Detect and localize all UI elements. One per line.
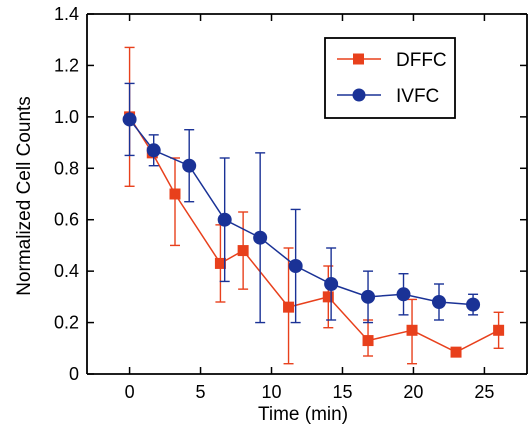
- x-tick-label: 5: [196, 382, 206, 402]
- data-point-dffc: [493, 324, 505, 336]
- data-point-dffc: [450, 346, 462, 358]
- legend-label-dffc: DFFC: [396, 50, 447, 71]
- data-point-ivfc: [466, 297, 481, 312]
- legend: DFFC IVFC: [324, 37, 456, 119]
- data-point-ivfc: [122, 112, 137, 127]
- data-point-ivfc: [146, 143, 161, 158]
- data-point-dffc: [406, 324, 418, 336]
- x-tick-label: 25: [474, 382, 494, 402]
- y-tick-label: 1.0: [54, 107, 79, 127]
- data-point-dffc: [237, 245, 249, 257]
- x-tick-label: 0: [125, 382, 135, 402]
- data-point-ivfc: [288, 259, 303, 273]
- series-ivfc: [122, 82, 481, 324]
- data-point-dffc: [362, 335, 374, 347]
- y-axis-title: Normalized Cell Counts: [14, 96, 35, 296]
- legend-marker-ivfc: [352, 88, 366, 102]
- legend-label-ivfc: IVFC: [396, 86, 439, 107]
- y-tick-label: 1.4: [54, 4, 79, 24]
- y-tick-label: 0.4: [54, 261, 79, 281]
- legend-box: [324, 37, 456, 119]
- x-tick-label: 20: [403, 382, 423, 402]
- error-bar-dffc: [170, 157, 180, 247]
- data-point-ivfc: [182, 158, 197, 173]
- y-tick-label: 0.2: [54, 313, 79, 333]
- series-group: [122, 46, 505, 365]
- data-point-dffc: [283, 301, 295, 313]
- data-point-ivfc: [324, 277, 339, 291]
- y-tick-label: 1.2: [54, 55, 79, 75]
- x-tick-label: 15: [332, 382, 352, 402]
- y-tick-label: 0.8: [54, 158, 79, 178]
- legend-marker-dffc: [353, 53, 364, 65]
- x-axis-title: Time (min): [258, 404, 348, 425]
- data-point-ivfc: [253, 230, 268, 245]
- axes-frame: [86, 13, 528, 375]
- axis-ticks: 0 5 10 15 20 25 0 0.2 0.4 0.6 0.8 1.0 1.2 1.4: [54, 4, 527, 402]
- data-point-dffc: [214, 257, 226, 269]
- data-point-dffc: [169, 188, 181, 200]
- data-point-dffc: [322, 291, 334, 303]
- data-point-ivfc: [432, 295, 446, 309]
- data-point-ivfc: [217, 212, 232, 227]
- y-tick-label: 0: [69, 364, 79, 384]
- data-point-ivfc: [396, 287, 411, 302]
- series-line-ivfc: [128, 118, 474, 306]
- x-tick-label: 10: [262, 382, 282, 402]
- series-line-dffc: [128, 116, 499, 353]
- y-tick-label: 0.6: [54, 210, 79, 230]
- data-point-ivfc: [361, 289, 376, 304]
